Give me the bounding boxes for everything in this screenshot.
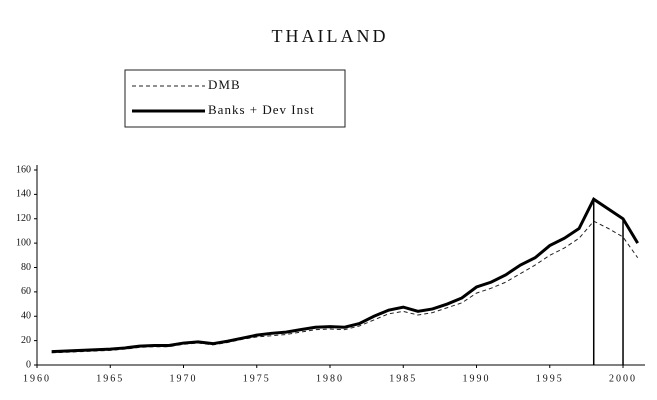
- y-tick-label: 60: [21, 286, 31, 297]
- x-tick-label: 1975: [243, 373, 271, 384]
- x-tick-label: 1980: [316, 373, 344, 384]
- y-tick-label: 40: [21, 311, 31, 322]
- y-tick-label: 0: [26, 359, 31, 370]
- chart-title: THAILAND: [272, 26, 389, 46]
- x-tick-label: 1965: [96, 373, 124, 384]
- legend-text: DMB: [208, 77, 241, 92]
- y-tick-label: 140: [16, 189, 31, 200]
- y-tick-label: 80: [21, 262, 31, 273]
- x-tick-label: 1995: [536, 373, 564, 384]
- x-tick-label: 1970: [170, 373, 198, 384]
- legend-box: [124, 69, 346, 128]
- x-tick-label: 2000: [609, 373, 637, 384]
- y-tick-label: 20: [21, 335, 31, 346]
- series-line: [51, 220, 639, 354]
- x-tick-label: 1960: [23, 373, 51, 384]
- y-tick-label: 100: [16, 237, 31, 248]
- series-line: [51, 197, 639, 354]
- x-tick-label: 1990: [463, 373, 491, 384]
- legend-text: Banks + Dev Inst: [208, 102, 315, 117]
- y-tick-label: 120: [16, 213, 31, 224]
- y-tick-label: 160: [16, 164, 31, 175]
- x-tick-label: 1985: [389, 373, 417, 384]
